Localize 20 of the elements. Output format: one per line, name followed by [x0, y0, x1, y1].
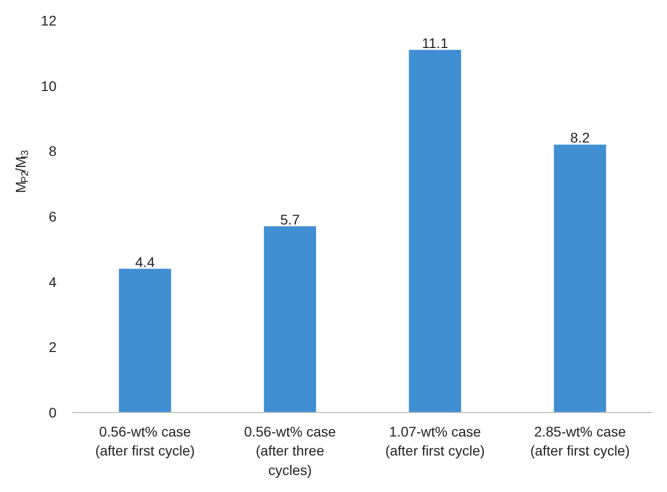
y-tick-label: 2 — [48, 339, 57, 356]
bar — [264, 226, 316, 412]
y-tick-label: 0 — [48, 404, 57, 420]
y-tick-label: 6 — [48, 208, 57, 224]
y-tick-label: 8 — [48, 143, 57, 160]
data-label: 4.4 — [135, 254, 155, 270]
x-tick-label: 0.56-wt% case (after three cycles) — [244, 424, 336, 478]
y-tick-label: 4 — [48, 274, 57, 290]
bar — [118, 268, 172, 412]
data-label: 8.2 — [570, 130, 590, 146]
y-axis-title: MP2/MI3 — [12, 150, 31, 194]
data-label: 5.7 — [280, 211, 300, 228]
data-label: 11.1 — [422, 34, 448, 51]
x-tick-label: 1.07-wt% case (after first cycle) — [385, 424, 485, 459]
y-tick-label: 12 — [40, 12, 57, 28]
x-tick-label: 2.85-wt% case (after first cycle) — [530, 424, 630, 459]
bar — [408, 50, 462, 412]
y-tick-label: 10 — [40, 78, 57, 94]
x-tick-label: 0.56-wt% case (after first cycle) — [95, 424, 195, 459]
bar — [554, 144, 606, 412]
